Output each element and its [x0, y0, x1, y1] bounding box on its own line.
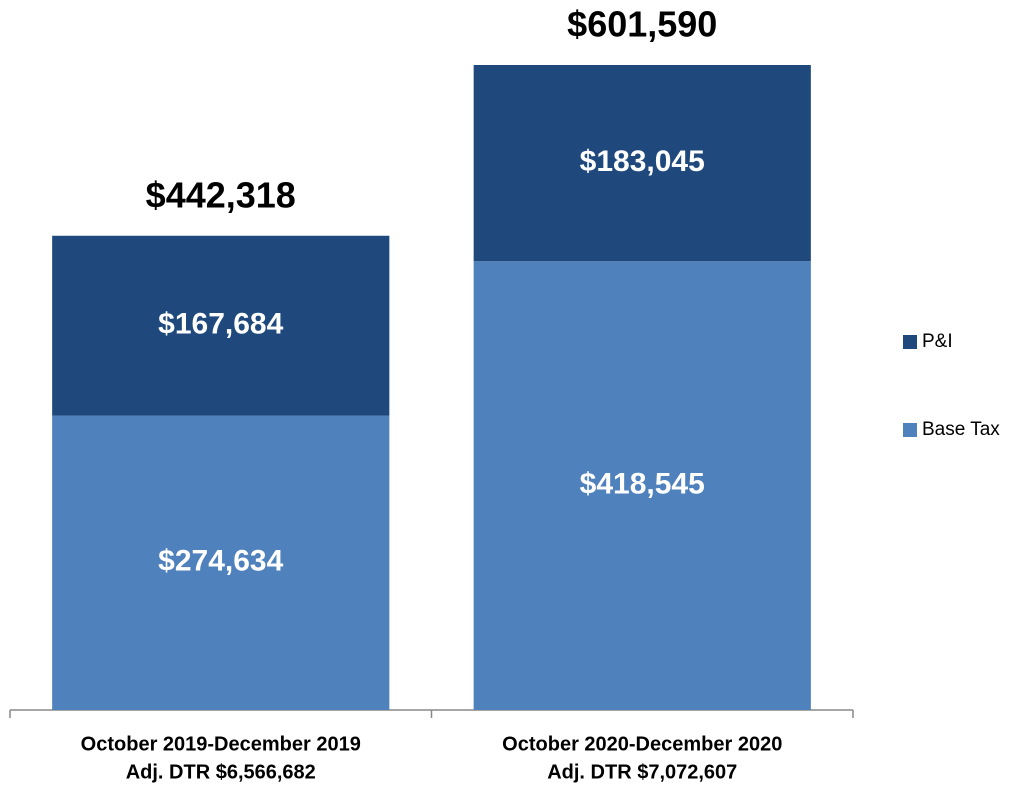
total-label: $601,590 [567, 4, 717, 45]
value-label: $274,634 [158, 545, 283, 578]
x-tick-label: Adj. DTR $7,072,607 [547, 761, 737, 783]
x-tick-label: October 2019-December 2019 [81, 733, 361, 755]
x-tick-label: Adj. DTR $6,566,682 [126, 761, 316, 783]
value-label: $418,545 [580, 468, 705, 501]
value-label: $183,045 [580, 145, 705, 178]
bar-segment [473, 261, 811, 710]
legend-label: Base Tax [922, 419, 1000, 440]
legend-swatch [903, 335, 917, 349]
bar-segment [52, 415, 390, 710]
legend-label: P&I [922, 331, 953, 352]
value-label: $167,684 [158, 308, 283, 341]
total-label: $442,318 [146, 174, 296, 215]
legend-swatch [903, 423, 917, 437]
bar-segment [473, 65, 811, 262]
bar-segment [52, 235, 390, 416]
x-tick-label: October 2020-December 2020 [502, 733, 782, 755]
